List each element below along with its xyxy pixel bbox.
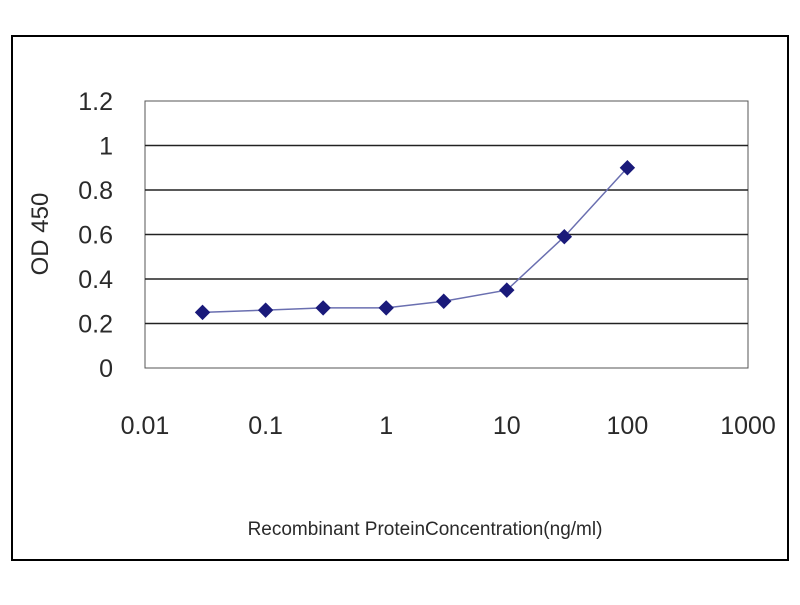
y-tick-label: 0.6	[78, 222, 113, 250]
y-tick-label: 0.8	[78, 177, 113, 205]
y-tick-label: 0.2	[78, 311, 113, 339]
grid-lines	[145, 144, 748, 325]
series-layer	[194, 160, 636, 321]
y-tick-label: 0.4	[78, 266, 113, 294]
x-tick-label: 100	[607, 412, 649, 440]
x-tick-labels: 0.01 0.1 1 10 100 1000	[121, 412, 776, 440]
x-tick-label: 1000	[720, 412, 776, 440]
x-axis-label: Recombinant ProteinConcentration(ng/ml)	[248, 519, 603, 540]
x-tick-label: 1	[379, 412, 393, 440]
x-tick-label: 10	[493, 412, 521, 440]
x-tick-label: 0.01	[121, 412, 170, 440]
y-tick-label: 0	[99, 355, 113, 383]
data-point	[378, 300, 394, 316]
data-point	[315, 300, 331, 316]
data-point	[499, 282, 515, 298]
series-line-0	[202, 167, 628, 314]
y-tick-label: 1.2	[78, 88, 113, 116]
data-point	[436, 293, 452, 309]
x-tick-label: 0.1	[248, 412, 283, 440]
y-tick-label: 1	[99, 133, 113, 161]
data-point	[194, 304, 211, 321]
data-point	[257, 302, 274, 318]
y-axis-label: OD 450	[27, 193, 54, 276]
data-point	[619, 160, 636, 176]
y-tick-labels: 0 0.2 0.4 0.6 0.8 1 1.2	[78, 88, 113, 383]
data-point	[556, 229, 573, 245]
